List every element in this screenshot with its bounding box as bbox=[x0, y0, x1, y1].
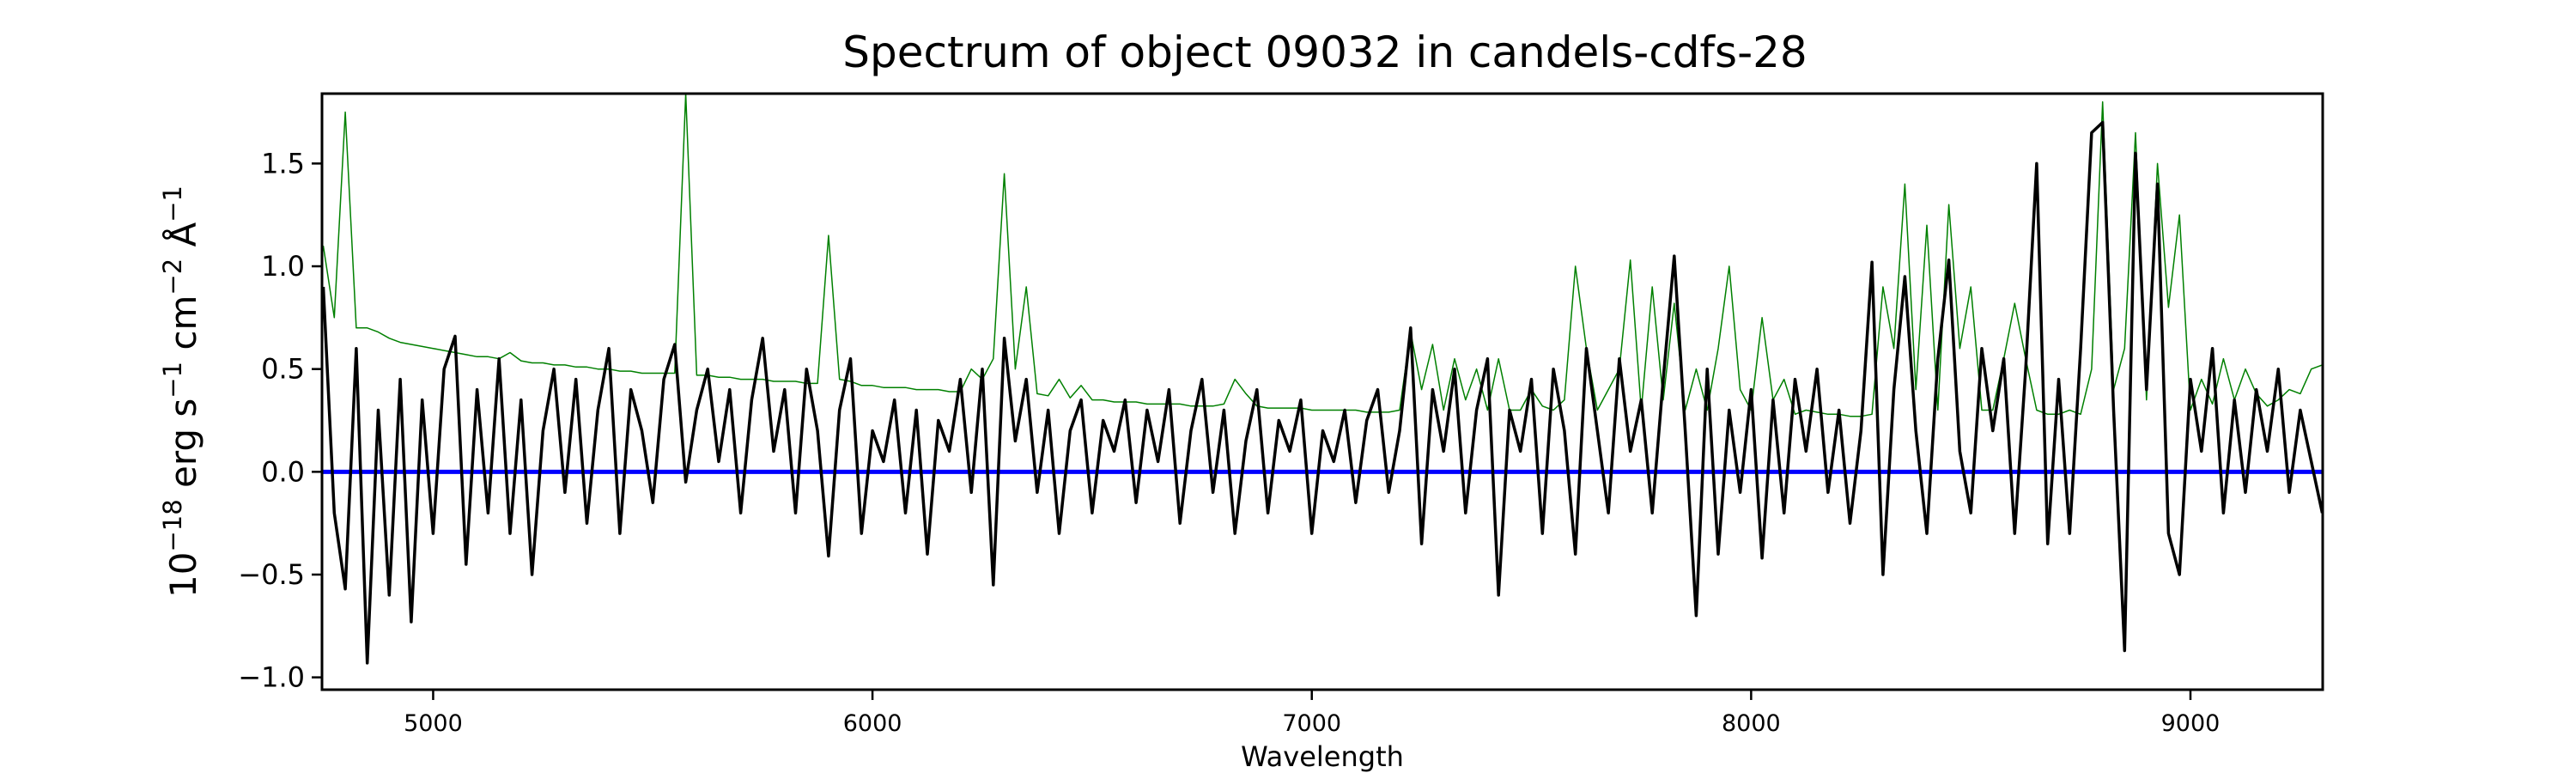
y-axis: −1.0 −0.5 0.0 0.5 1.0 1.5 bbox=[238, 147, 322, 694]
y-tick-label: −0.5 bbox=[238, 558, 305, 591]
error-line bbox=[322, 94, 2323, 417]
chart-title: Spectrum of object 09032 in candels-cdfs… bbox=[842, 27, 1807, 77]
x-axis-label: Wavelength bbox=[1241, 740, 1404, 773]
x-tick-label: 9000 bbox=[2161, 710, 2221, 737]
x-tick-label: 5000 bbox=[404, 710, 463, 737]
plot-area bbox=[322, 94, 2323, 665]
y-tick-label: −1.0 bbox=[238, 661, 305, 694]
axes-frame bbox=[320, 92, 2324, 691]
y-tick-label: 1.5 bbox=[261, 147, 305, 180]
flux-line bbox=[322, 120, 2323, 665]
x-tick-label: 7000 bbox=[1282, 710, 1341, 737]
x-tick-label: 8000 bbox=[1722, 710, 1781, 737]
x-tick-label: 6000 bbox=[843, 710, 902, 737]
y-tick-label: 0.0 bbox=[261, 455, 305, 488]
y-tick-label: 0.5 bbox=[261, 353, 305, 386]
x-axis: 5000 6000 7000 8000 9000 bbox=[404, 690, 2220, 737]
y-tick-label: 1.0 bbox=[261, 250, 305, 283]
y-axis-label: 10−18 erg s−1 cm−2 Å−1 bbox=[158, 186, 204, 598]
